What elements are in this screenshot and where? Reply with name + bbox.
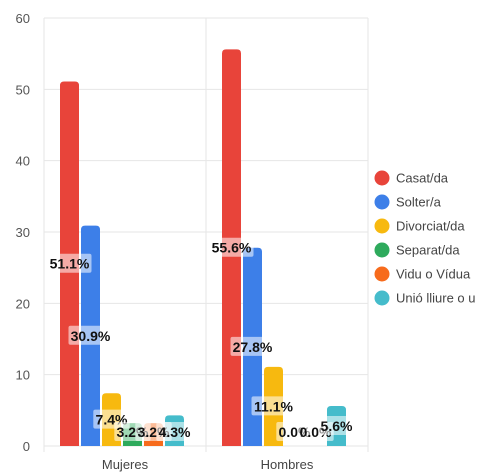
data-label-bg <box>230 336 275 356</box>
y-tick-label: 0 <box>23 439 30 454</box>
legend-label: Casat/da <box>396 171 449 186</box>
legend-swatch <box>374 170 390 186</box>
bars-layer <box>60 49 346 447</box>
legend-swatch <box>374 194 390 210</box>
data-label-bg <box>47 253 92 273</box>
data-label-bg <box>251 396 296 416</box>
x-category-label: Hombres <box>261 457 314 472</box>
legend-label: Solter/a <box>396 195 442 210</box>
data-label-bg <box>209 237 254 257</box>
data-label: 27.8% <box>233 339 273 355</box>
legend-label: Separat/da <box>396 243 460 258</box>
y-tick-label: 30 <box>16 225 30 240</box>
legend-swatch <box>374 242 390 258</box>
data-label: 5.6% <box>321 418 353 434</box>
y-tick-label: 50 <box>16 82 30 97</box>
data-label-bg <box>156 422 193 441</box>
y-tick-label: 60 <box>16 11 30 26</box>
data-label: 51.1% <box>50 256 90 272</box>
y-tick-label: 40 <box>16 154 30 169</box>
y-tick-label: 10 <box>16 368 30 383</box>
legend-swatch <box>374 290 390 306</box>
x-category-label: Mujeres <box>102 457 149 472</box>
legend-label: Unió lliure o u <box>396 291 476 306</box>
data-label: 55.6% <box>212 240 252 256</box>
legend-swatch <box>374 266 390 282</box>
data-label: 11.1% <box>254 398 293 414</box>
data-label-bg <box>68 325 113 345</box>
legend-swatch <box>374 218 390 234</box>
data-label: 30.9% <box>71 328 111 344</box>
legend-label: Vidu o Vídua <box>396 267 471 282</box>
y-tick-label: 20 <box>16 296 30 311</box>
data-label-bg <box>318 416 355 436</box>
data-label: 4.3% <box>159 424 191 440</box>
data-labels-layer: 51.1%30.9%7.4%3.2%3.2%4.3%55.6%27.8%11.1… <box>47 237 355 441</box>
legend-label: Divorciat/da <box>396 219 465 234</box>
